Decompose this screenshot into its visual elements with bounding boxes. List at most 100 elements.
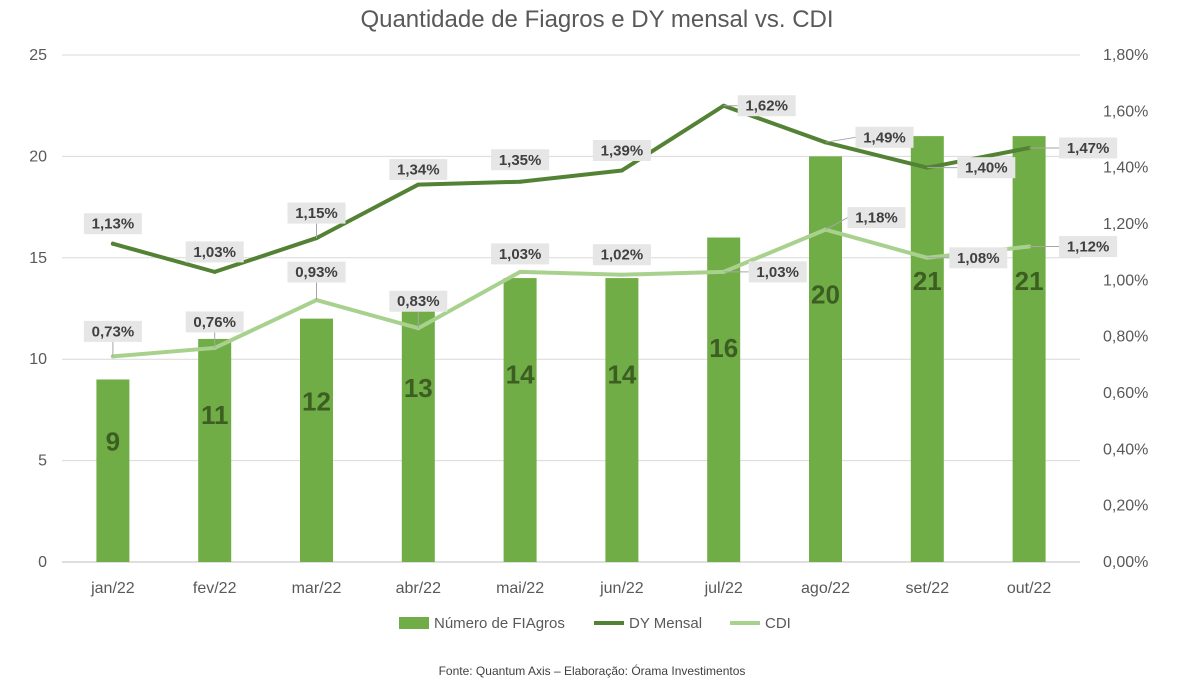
cdi-value-label: 1,18% — [855, 210, 898, 227]
dy-mensal-point — [518, 179, 523, 184]
right-axis-tick-label: 0,20% — [1103, 498, 1148, 515]
bar — [401, 298, 435, 562]
dy-mensal-point — [110, 241, 115, 246]
right-axis-tick-label: 1,00% — [1103, 272, 1148, 289]
bar-value-label: 13 — [404, 373, 433, 403]
point-label-box — [737, 95, 796, 117]
x-axis-tick-label: out/22 — [1007, 580, 1052, 597]
left-axis-tick-label: 0 — [38, 554, 47, 571]
bar-value-label: 11 — [201, 400, 229, 430]
cdi-value-label: 0,83% — [397, 293, 440, 310]
left-axis-tick-label: 25 — [29, 47, 47, 64]
right-axis: 0,00% 0,20% 0,40% 0,60% 0,80% 1,00% 1,20% 1,40%… — [1103, 47, 1148, 571]
legend-swatch-bar — [399, 617, 429, 629]
cdi-line — [110, 227, 1032, 359]
cdi-value-label: 1,03% — [499, 246, 542, 263]
dy-mensal-point — [212, 269, 217, 274]
dy-mensal-value-label: 1,62% — [745, 98, 788, 115]
bar-value-label: 21 — [1015, 266, 1044, 296]
point-label-box — [748, 261, 807, 283]
dy-mensal-value-label: 1,40% — [965, 160, 1008, 177]
left-axis-tick-label: 15 — [29, 250, 47, 267]
cdi-value-label: 1,02% — [601, 247, 644, 264]
left-axis: 0 5 10 15 20 25 — [29, 47, 47, 571]
point-label-box — [287, 261, 346, 283]
bar — [198, 338, 232, 562]
bar — [300, 318, 333, 562]
left-axis-tick-label: 5 — [38, 453, 47, 470]
x-axis-tick-label: fev/22 — [193, 580, 237, 597]
left-axis-tick-label: 20 — [29, 148, 47, 165]
point-label-box — [83, 213, 142, 235]
point-label-box — [185, 311, 244, 333]
point-label-box — [592, 139, 651, 161]
point-label-box — [855, 126, 914, 148]
right-axis-tick-label: 0,80% — [1103, 329, 1148, 346]
point-label-box — [287, 202, 346, 224]
bar — [1012, 136, 1046, 562]
bar — [96, 379, 130, 562]
dy-mensal-point — [619, 168, 624, 173]
cdi-value-label: 1,03% — [756, 264, 799, 281]
bar-value-label: 20 — [811, 279, 840, 309]
x-axis-tick-label: jun/22 — [599, 580, 644, 597]
legend-label: Número de FIAgros — [434, 615, 565, 632]
x-axis-tick-label: ago/22 — [801, 580, 850, 597]
x-axis-tick-label: jul/22 — [704, 580, 743, 597]
cdi-value-label: 0,76% — [193, 314, 236, 331]
cdi-point — [518, 269, 523, 274]
bar-value-label: 9 — [106, 427, 120, 457]
bar — [707, 237, 741, 562]
dy-mensal-value-label: 1,13% — [92, 216, 135, 233]
cdi-value-label: 1,12% — [1067, 239, 1110, 256]
right-axis-tick-label: 0,60% — [1103, 385, 1148, 402]
point-labels: 1,13% 1,03% 1,15% 1,34% 1,35% 1,39% 1,62% 1,49%… — [83, 95, 1118, 357]
x-axis-tick-label: mai/22 — [496, 580, 544, 597]
x-axis-tick-label: jan/22 — [90, 580, 135, 597]
right-axis-tick-label: 0,40% — [1103, 441, 1148, 458]
bar — [605, 278, 639, 562]
bar — [910, 136, 944, 562]
line-series — [110, 103, 1032, 359]
right-axis-tick-label: 1,20% — [1103, 216, 1148, 233]
label-leader-line — [825, 217, 848, 231]
dy-mensal-value-label: 1,49% — [863, 129, 906, 146]
cdi-value-label: 1,08% — [957, 250, 1000, 267]
bar-value-label: 14 — [506, 360, 535, 390]
dy-mensal-value-label: 1,34% — [397, 162, 440, 179]
cdi-value-label: 0,73% — [92, 323, 135, 340]
point-label-box — [491, 149, 550, 171]
cdi-value-label: 0,93% — [295, 264, 338, 281]
dy-mensal-value-label: 1,35% — [499, 152, 542, 169]
dy-mensal-value-label: 1,39% — [601, 142, 644, 159]
label-leader-line — [825, 136, 856, 143]
point-label-box — [1059, 137, 1118, 159]
point-label-box — [949, 247, 1008, 269]
bar — [809, 156, 842, 562]
source-note: Fonte: Quantum Axis – Elaboração: Órama … — [439, 663, 746, 678]
legend-label: CDI — [765, 615, 791, 632]
chart-title: Quantidade de Fiagros e DY mensal vs. CD… — [360, 6, 833, 33]
right-axis-tick-label: 0,00% — [1103, 554, 1148, 571]
x-axis-tick-label: mar/22 — [292, 580, 342, 597]
point-label-box — [1059, 236, 1118, 258]
bar-value-label: 12 — [302, 386, 331, 416]
x-axis-tick-label: abr/22 — [396, 580, 441, 597]
right-axis-tick-label: 1,60% — [1103, 103, 1148, 120]
left-axis-tick-label: 10 — [29, 351, 47, 368]
x-axis-tick-label: set/22 — [906, 580, 950, 597]
bars-number-of-fiagros: 9 11 12 13 14 14 16 20 21 21 — [96, 136, 1046, 562]
dy-mensal-point — [416, 182, 421, 187]
legend-label: DY Mensal — [629, 615, 702, 632]
legend: Número de FIAgros DY Mensal CDI — [399, 615, 791, 632]
bar-value-label: 16 — [709, 333, 738, 363]
point-label-box — [389, 290, 448, 312]
dy-mensal-value-label: 1,15% — [295, 205, 338, 222]
cdi-point — [619, 272, 624, 277]
point-label-box — [957, 157, 1016, 179]
right-axis-tick-label: 1,80% — [1103, 47, 1148, 64]
x-axis: jan/22 fev/22 mar/22 abr/22 mai/22 jun/22 jul/… — [90, 580, 1051, 597]
bar-value-label: 21 — [913, 266, 942, 296]
point-label-box — [389, 159, 448, 181]
